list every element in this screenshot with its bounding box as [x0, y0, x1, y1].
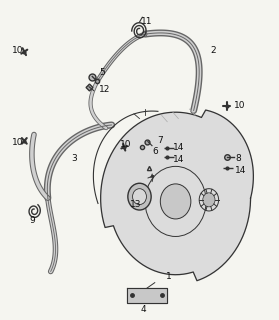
- Text: 7: 7: [158, 136, 163, 145]
- Text: 9: 9: [30, 216, 36, 225]
- Text: 5: 5: [99, 68, 105, 77]
- Text: 14: 14: [173, 155, 184, 164]
- Text: 11: 11: [141, 17, 152, 26]
- Text: 6: 6: [152, 147, 158, 156]
- Text: ▲: ▲: [150, 173, 154, 179]
- Text: 14: 14: [235, 166, 247, 175]
- Text: 13: 13: [130, 200, 141, 209]
- Polygon shape: [127, 288, 167, 303]
- Polygon shape: [101, 110, 253, 281]
- Circle shape: [160, 184, 191, 219]
- Text: 12: 12: [99, 85, 110, 94]
- Text: 8: 8: [235, 154, 241, 163]
- Text: 10: 10: [234, 101, 246, 110]
- Circle shape: [128, 183, 151, 210]
- Text: 3: 3: [71, 154, 77, 163]
- Text: 14: 14: [173, 143, 184, 152]
- Text: 2: 2: [210, 45, 216, 55]
- Text: 4: 4: [141, 305, 146, 314]
- Text: 1: 1: [166, 272, 172, 281]
- Circle shape: [203, 193, 215, 207]
- Text: 10: 10: [120, 140, 132, 149]
- Text: 10: 10: [12, 138, 23, 147]
- Circle shape: [133, 189, 146, 204]
- Text: 10: 10: [12, 45, 23, 55]
